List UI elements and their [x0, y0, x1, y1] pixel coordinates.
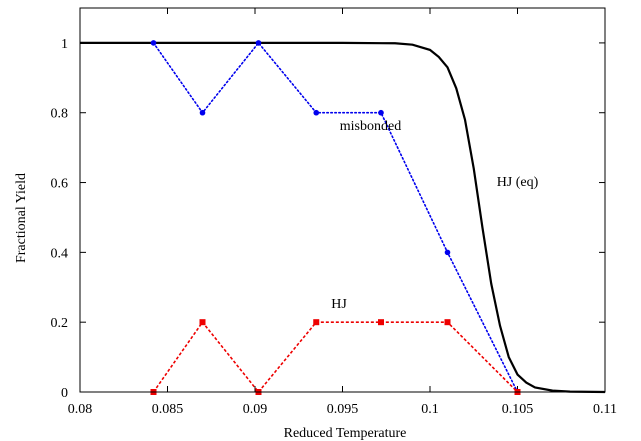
y-tick-label: 0.8 — [51, 107, 69, 122]
data-point — [313, 319, 320, 326]
annotation-label: misbonded — [340, 119, 401, 134]
data-point — [199, 109, 206, 116]
x-tick-label: 0.105 — [502, 402, 534, 417]
data-point — [444, 319, 451, 326]
series-layer — [80, 40, 606, 395]
series-hj-eq — [80, 41, 606, 394]
axis-ticks: 0.08 0.085 0.09 0.095 0.1 0.105 0.11 0 0.2 0.4 0.6… — [51, 8, 617, 417]
data-point — [444, 249, 451, 256]
series-line-misbonded — [152, 41, 519, 393]
annotations: misbonded HJ (eq) HJ — [331, 119, 538, 312]
series-line-hj-eq — [80, 41, 606, 394]
data-point — [150, 40, 157, 46]
y-tick-label: 0 — [61, 386, 68, 401]
series-hj — [150, 319, 521, 395]
data-point — [255, 40, 262, 46]
series-line-hj — [152, 320, 519, 394]
y-tick-label: 0.2 — [51, 316, 69, 331]
y-tick-label: 0.4 — [51, 246, 69, 261]
annotation-label: HJ — [331, 297, 347, 312]
y-tick-label: 1 — [61, 37, 68, 52]
y-tick-label: 0.6 — [51, 177, 69, 192]
x-tick-label: 0.08 — [68, 402, 93, 417]
x-axis-label: Reduced Temperature — [284, 426, 407, 441]
series-misbonded — [150, 40, 521, 395]
x-tick-label: 0.11 — [593, 402, 617, 417]
plot-frame — [79, 7, 606, 393]
x-tick-label: 0.095 — [327, 402, 359, 417]
data-point — [378, 319, 384, 326]
annotation-label: HJ (eq) — [497, 175, 539, 190]
x-tick-label: 0.09 — [243, 402, 268, 417]
data-point — [378, 109, 384, 116]
y-axis-label: Fractional Yield — [14, 173, 29, 263]
x-tick-label: 0.085 — [152, 402, 184, 417]
x-tick-label: 0.1 — [421, 402, 439, 417]
data-point — [313, 109, 320, 116]
data-point — [199, 319, 206, 326]
